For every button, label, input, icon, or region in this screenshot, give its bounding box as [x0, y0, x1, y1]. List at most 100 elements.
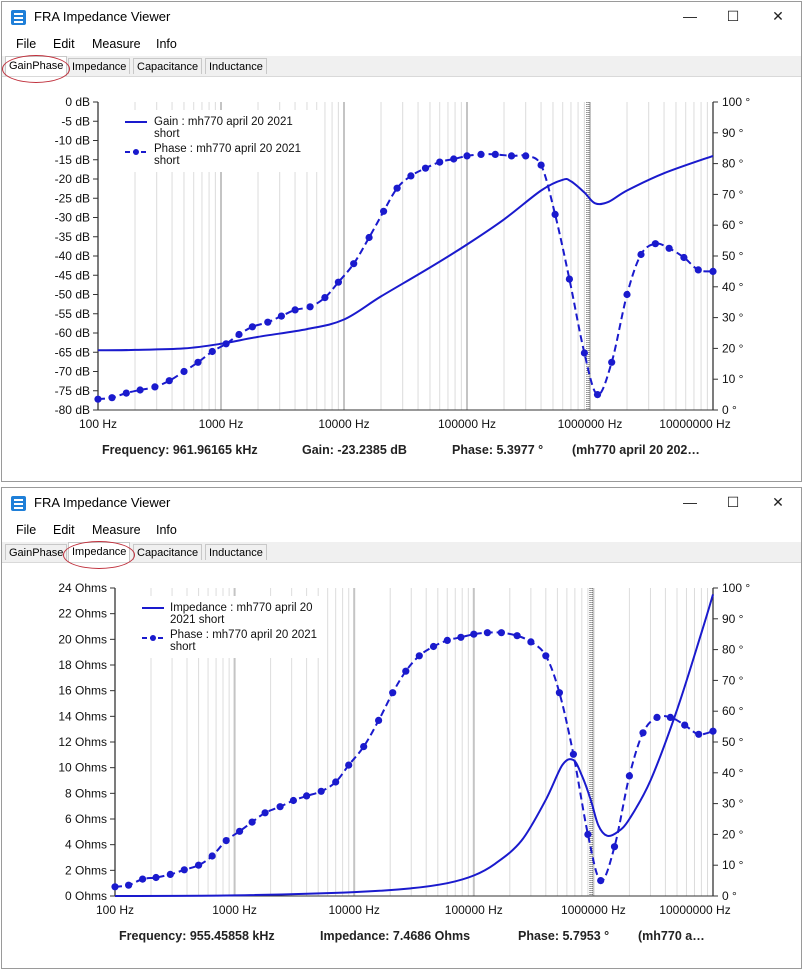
y-tick-label-left: 22 Ohms — [58, 607, 107, 621]
phase-data-point — [139, 875, 147, 883]
phase-data-point — [407, 172, 415, 180]
phase-data-point — [450, 155, 458, 163]
phase-readout: Phase: 5.7953 ° — [518, 929, 610, 943]
phase-data-point — [375, 716, 383, 724]
title-bar[interactable]: FRA Impedance Viewer — ☐ ✕ — [2, 2, 801, 32]
phase-data-point — [261, 809, 269, 817]
minimize-button[interactable]: — — [683, 8, 697, 24]
gain-readout: Gain: -23.2385 dB — [302, 443, 407, 457]
x-tick-label: 1000000 Hz — [558, 417, 623, 431]
tab-impedance[interactable]: Impedance — [68, 58, 131, 74]
impedance-plot-svg[interactable]: 24 Ohms 22 Ohms 20 Ohms 18 Ohms 16 Ohms 14 Oh… — [2, 576, 803, 936]
phase-data-point — [208, 852, 216, 860]
window-title: FRA Impedance Viewer — [34, 495, 171, 510]
menu-info[interactable]: Info — [156, 37, 177, 51]
phase-data-point — [235, 330, 243, 339]
y-tick-label-right: 90 ° — [722, 126, 744, 140]
phase-data-point — [111, 883, 119, 891]
tab-capacitance[interactable]: Capacitance — [133, 58, 203, 74]
y-tick-label-left: -10 dB — [55, 134, 90, 148]
menu-info[interactable]: Info — [156, 523, 177, 537]
y-tick-label-right: 70 ° — [722, 187, 744, 201]
gainphase-chart[interactable]: 0 dB -5 dB -10 dB -15 dB -20 dB -25 dB -30 dB -… — [2, 90, 801, 450]
tab-inductance[interactable]: Inductance — [205, 58, 267, 74]
phase-data-point — [332, 778, 340, 786]
y-tick-label-left: 24 Ohms — [58, 581, 107, 595]
tab-strip: GainPhase Impedance Capacitance Inductan… — [2, 542, 801, 563]
maximize-button[interactable]: ☐ — [726, 8, 740, 24]
x-tick-label: 100 Hz — [79, 417, 117, 431]
y-tick-label-left: 20 Ohms — [58, 632, 107, 646]
y-tick-label-left: -5 dB — [61, 114, 90, 128]
menu-measure[interactable]: Measure — [92, 523, 141, 537]
phase-data-point — [125, 881, 133, 889]
legend-impedance-label-cont: 2021 short — [170, 614, 225, 626]
phase-data-point — [593, 391, 602, 399]
x-tick-label: 1000000 Hz — [561, 903, 626, 917]
phase-data-point — [695, 730, 703, 738]
phase-data-point — [507, 152, 516, 160]
phase-data-point — [317, 787, 325, 795]
phase-readout: Phase: 5.3977 ° — [452, 443, 544, 457]
menu-measure[interactable]: Measure — [92, 37, 141, 51]
tab-capacitance[interactable]: Capacitance — [133, 544, 203, 560]
menu-file[interactable]: File — [16, 523, 37, 537]
maximize-button[interactable]: ☐ — [726, 494, 740, 510]
phase-data-point — [222, 837, 230, 845]
close-button[interactable]: ✕ — [772, 8, 784, 24]
close-button[interactable]: ✕ — [772, 494, 784, 510]
y-tick-label-left: -75 dB — [55, 384, 90, 398]
phase-data-point — [393, 184, 401, 192]
y-tick-label-left: 0 Ohms — [65, 889, 107, 903]
phase-data-point — [195, 861, 203, 869]
window-title: FRA Impedance Viewer — [34, 9, 171, 24]
y-tick-label-left: -55 dB — [55, 307, 90, 321]
legend-swatches — [142, 607, 164, 641]
phase-data-point — [421, 164, 430, 172]
impedance-chart[interactable]: 24 Ohms 22 Ohms 20 Ohms 18 Ohms 16 Ohms 14 Oh… — [2, 576, 801, 936]
y-tick-label-left: -60 dB — [55, 326, 90, 340]
phase-data-point — [152, 873, 160, 882]
y-tick-label-right: 50 ° — [722, 735, 744, 749]
series-line-magnitude — [114, 594, 714, 897]
tab-inductance[interactable]: Inductance — [205, 544, 267, 560]
y-tick-label-left: -20 dB — [55, 172, 90, 186]
phase-data-point — [522, 152, 530, 160]
legend-impedance-label: Impedance : mh770 april 20 — [170, 602, 313, 614]
phase-data-point — [651, 240, 660, 248]
phase-data-point — [248, 323, 256, 331]
phase-data-point — [665, 244, 673, 252]
phase-data-point — [569, 750, 578, 758]
phase-data-point — [289, 796, 297, 805]
phase-data-point — [380, 207, 388, 215]
phase-data-point — [94, 395, 102, 403]
phase-data-point — [122, 389, 130, 397]
phase-data-point — [443, 636, 451, 644]
menu-edit[interactable]: Edit — [53, 523, 75, 537]
phase-data-point — [608, 358, 616, 366]
tab-gainphase[interactable]: GainPhase — [5, 544, 68, 560]
menu-edit[interactable]: Edit — [53, 37, 75, 51]
minimize-button[interactable]: — — [683, 494, 697, 510]
phase-data-point — [639, 729, 647, 737]
y-tick-label-right: 70 ° — [722, 673, 744, 687]
phase-data-point — [291, 306, 299, 314]
chart-legend: Impedance : mh770 april 20 2021 short Ph… — [137, 596, 327, 658]
tab-gainphase[interactable]: GainPhase — [5, 56, 68, 76]
phase-data-point — [321, 294, 329, 302]
phase-data-point — [681, 721, 689, 729]
y-tick-label-right: 20 ° — [722, 341, 744, 355]
tab-impedance[interactable]: Impedance — [68, 542, 131, 562]
phase-data-point — [180, 866, 188, 874]
y-tick-label-right: 60 ° — [722, 704, 744, 718]
menu-file[interactable]: File — [16, 37, 37, 51]
y-tick-label-right: 80 ° — [722, 643, 744, 657]
legend-marker-phase — [150, 635, 156, 641]
phase-data-point — [623, 290, 631, 299]
title-bar[interactable]: FRA Impedance Viewer — ☐ ✕ — [2, 488, 801, 518]
phase-data-point — [345, 761, 353, 769]
series-readout: (mh770 april 20 202… — [572, 443, 700, 457]
x-tick-label: 10000000 Hz — [659, 417, 730, 431]
legend-gain-label: Gain : mh770 april 20 2021 — [154, 116, 293, 128]
phase-data-point — [194, 358, 202, 366]
